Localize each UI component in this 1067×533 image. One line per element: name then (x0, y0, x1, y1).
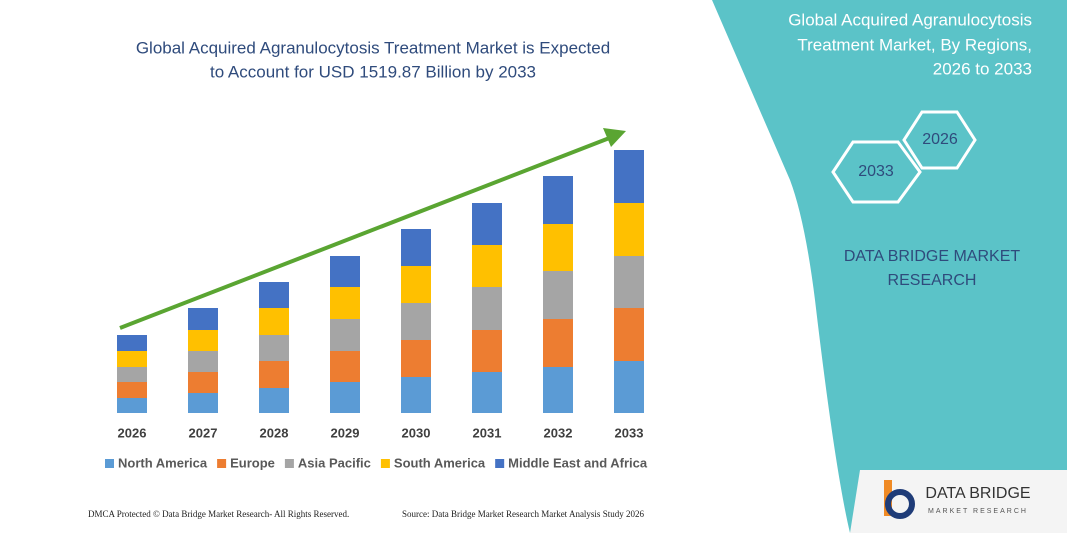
bar-segment (614, 256, 644, 308)
side-panel (712, 0, 1067, 533)
x-tick-label: 2033 (615, 425, 644, 440)
bar-segment (188, 372, 218, 393)
trend-arrow (119, 135, 613, 330)
legend-label: Asia Pacific (298, 455, 371, 470)
panel-title: Treatment Market, By Regions, (797, 35, 1032, 54)
arrow-head (603, 128, 626, 147)
legend-label: North America (118, 455, 208, 470)
bar-segment (259, 308, 289, 335)
bar-segment (117, 335, 147, 351)
bar-segment (117, 382, 147, 398)
legend-swatch (284, 459, 294, 468)
bar-segment (472, 203, 502, 245)
x-tick-label: 2028 (260, 425, 289, 440)
bar-segment (401, 266, 431, 303)
hexagon (902, 110, 977, 170)
logo-icon (884, 480, 915, 519)
x-tick-label: 2032 (544, 425, 573, 440)
chart-title: Global Acquired Agranulocytosis Treatmen… (136, 38, 610, 57)
bar-segment (543, 176, 573, 224)
legend-swatch (217, 459, 227, 468)
brand-text: DATA BRIDGE MARKET (844, 248, 1021, 265)
x-tick-label: 2030 (402, 425, 431, 440)
bar-segment (614, 203, 644, 256)
bar-segment (117, 351, 147, 367)
bar-segment (472, 330, 502, 372)
hexagon (831, 140, 922, 204)
chart-title: to Account for USD 1519.87 Billion by 20… (210, 62, 536, 81)
bar-segment (330, 351, 360, 382)
x-tick-label: 2029 (331, 425, 360, 440)
bar-segment (543, 224, 573, 271)
panel-title: Global Acquired Agranulocytosis (788, 10, 1032, 29)
bar-segment (188, 393, 218, 413)
bar-segment (472, 245, 502, 287)
bar-segment (330, 256, 360, 287)
footer-left: DMCA Protected © Data Bridge Market Rese… (88, 509, 349, 519)
panel-title: 2026 to 2033 (933, 59, 1032, 78)
bar-segment (259, 388, 289, 413)
legend-label: Middle East and Africa (508, 455, 648, 470)
legend-swatch (380, 459, 390, 468)
bar-segment (472, 287, 502, 330)
legend-label: Europe (230, 455, 275, 470)
bar-segment (614, 361, 644, 413)
x-tick-label: 2026 (118, 425, 147, 440)
bar-segment (259, 361, 289, 388)
bar-segment (543, 271, 573, 319)
bar-segment (614, 150, 644, 203)
logo-name: DATA BRIDGE (925, 485, 1030, 502)
bar-segment (330, 319, 360, 351)
bar-segment (117, 367, 147, 382)
hexagon-label: 2026 (922, 131, 958, 148)
logo-tagline: MARKET RESEARCH (928, 508, 1028, 515)
bar-segment (543, 367, 573, 413)
x-tick-label: 2031 (473, 425, 502, 440)
bar-segment (117, 398, 147, 413)
bar-segment (259, 335, 289, 361)
bar-segment (330, 287, 360, 319)
footer-right: Source: Data Bridge Market Research Mark… (402, 509, 644, 519)
bar-segment (330, 382, 360, 413)
hexagon-label: 2033 (858, 163, 894, 180)
bar-segment (543, 319, 573, 367)
brand-text: RESEARCH (888, 272, 977, 289)
bar-segment (401, 377, 431, 413)
bar-segment (259, 282, 289, 308)
bar-segment (401, 340, 431, 377)
legend-swatch (495, 459, 505, 468)
bar-segment (401, 303, 431, 340)
legend-label: South America (394, 455, 486, 470)
bar-segment (401, 229, 431, 266)
bar-segment (472, 372, 502, 413)
bar-segment (188, 330, 218, 351)
bar-segment (188, 351, 218, 372)
x-tick-label: 2027 (189, 425, 218, 440)
legend-swatch (105, 459, 114, 468)
bar-segment (614, 308, 644, 361)
bar-segment (188, 308, 218, 330)
